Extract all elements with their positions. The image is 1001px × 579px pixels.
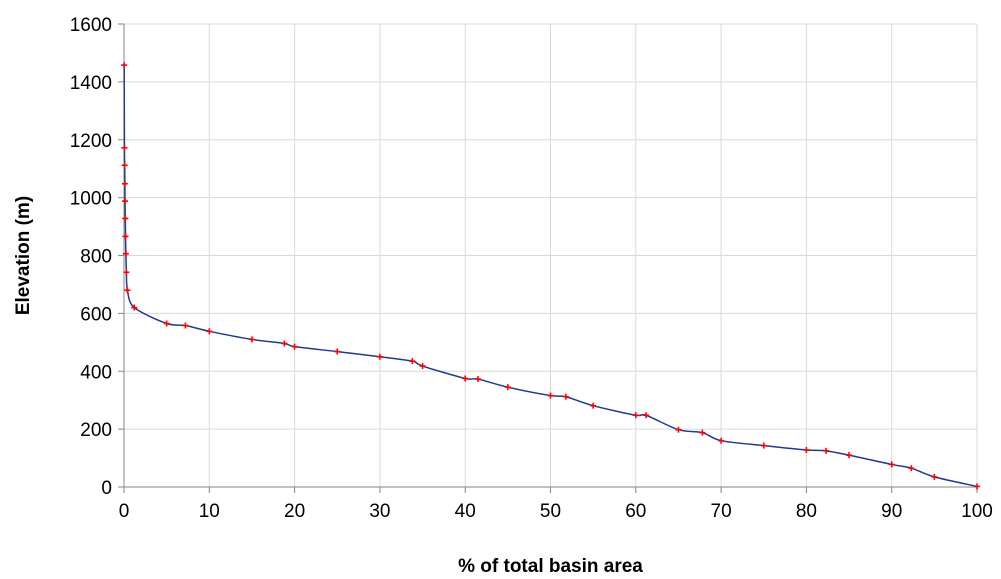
x-axis-title: % of total basin area: [458, 556, 643, 577]
data-point: [122, 215, 129, 222]
x-tick-label: 0: [119, 501, 130, 522]
data-point: [846, 452, 853, 459]
data-point: [888, 461, 895, 468]
data-point: [803, 446, 810, 453]
y-axis-title: Elevation (m): [13, 196, 34, 315]
y-tick-label: 200: [80, 420, 112, 441]
y-tick-label: 600: [80, 304, 112, 325]
data-point: [124, 287, 131, 294]
data-point: [121, 144, 128, 151]
x-tick-label: 40: [455, 501, 476, 522]
data-point: [823, 447, 830, 454]
data-point: [760, 442, 767, 449]
data-point: [131, 304, 138, 311]
y-tick-label: 400: [80, 362, 112, 383]
data-point: [699, 429, 706, 436]
x-tick-label: 30: [369, 501, 390, 522]
data-point: [122, 198, 129, 205]
data-point: [931, 473, 938, 480]
data-point: [121, 62, 128, 69]
data-point: [248, 336, 255, 343]
data-point: [974, 483, 980, 490]
data-point: [121, 162, 128, 169]
series-area-elevation: [121, 62, 980, 490]
x-tick-label: 10: [199, 501, 220, 522]
data-point: [675, 426, 682, 433]
data-point: [122, 233, 129, 240]
y-tick-label: 800: [80, 247, 112, 268]
data-point: [504, 384, 511, 391]
data-point: [291, 343, 298, 350]
data-point: [334, 348, 341, 355]
y-tick-label: 1200: [70, 131, 112, 152]
data-point: [547, 392, 554, 399]
axes: [118, 23, 978, 493]
data-point: [462, 375, 469, 382]
data-point: [123, 269, 130, 276]
data-point: [121, 180, 128, 187]
series-line: [123, 65, 978, 488]
x-tick-label: 80: [796, 501, 817, 522]
tick-labels: 0 200 400 600 800 1000 1200 1400 1600 0 10 20 30 40 50…: [70, 15, 993, 522]
x-tick-label: 20: [284, 501, 305, 522]
data-point: [474, 376, 481, 383]
data-point: [182, 322, 189, 329]
data-point: [718, 437, 725, 444]
y-tick-label: 1400: [70, 73, 112, 94]
y-tick-label: 1000: [70, 189, 112, 210]
gridlines: [124, 23, 978, 487]
data-point: [281, 340, 288, 347]
x-tick-label: 100: [961, 501, 993, 522]
data-point: [206, 328, 213, 335]
data-point: [632, 412, 639, 419]
y-tick-label: 1600: [70, 15, 112, 36]
y-tick-label: 0: [101, 478, 112, 499]
data-point: [419, 363, 426, 370]
data-point: [409, 358, 416, 365]
x-tick-label: 60: [625, 501, 646, 522]
data-point: [590, 402, 597, 409]
data-point: [908, 465, 915, 472]
x-tick-label: 70: [711, 501, 732, 522]
data-point: [163, 320, 170, 327]
data-point: [643, 412, 650, 419]
x-tick-label: 90: [881, 501, 902, 522]
data-point: [122, 250, 129, 257]
data-point: [376, 353, 383, 360]
x-tick-label: 50: [540, 501, 561, 522]
data-point: [562, 393, 569, 400]
